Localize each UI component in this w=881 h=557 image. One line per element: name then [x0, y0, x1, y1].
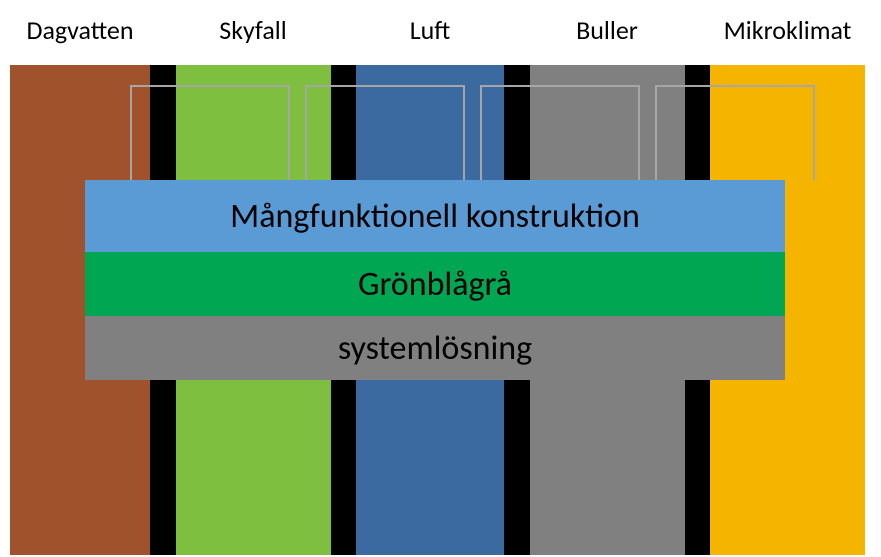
header-row: Dagvatten Skyfall Luft Buller Mikroklima…: [10, 0, 865, 60]
band-systemlosning: systemlösning: [85, 316, 785, 380]
diagram-stage: Dagvatten Skyfall Luft Buller Mikroklima…: [0, 0, 881, 557]
header-luft: Luft: [356, 0, 504, 60]
connector-1: [130, 85, 290, 180]
band-gronblagra: Grönblågrå: [85, 252, 785, 316]
header-buller: Buller: [530, 0, 685, 60]
header-dagvatten: Dagvatten: [10, 0, 150, 60]
connector-2: [305, 85, 465, 180]
connector-4: [655, 85, 815, 180]
connector-3: [480, 85, 640, 180]
header-skyfall: Skyfall: [176, 0, 331, 60]
band-mangfunktionell: Mångfunktionell konstruktion: [85, 180, 785, 252]
header-mikroklimat: Mikroklimat: [710, 0, 865, 60]
